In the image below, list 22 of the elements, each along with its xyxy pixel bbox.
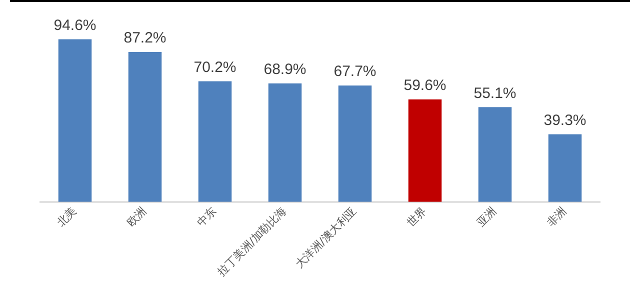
data-label: 55.1% [474,84,516,102]
bar [408,99,442,202]
data-label: 59.6% [404,77,446,94]
bar [478,107,512,202]
data-label: 68.9% [264,61,306,78]
bar [198,81,232,202]
bar [268,83,302,202]
x-tick-label: 亚洲 [474,204,500,230]
data-label: 87.2% [124,30,166,47]
x-tick-label: 世界 [404,204,430,230]
bar [548,134,582,202]
data-label: 39.3% [544,112,586,129]
x-tick-label: 大洋洲/澳大利亚 [292,204,360,271]
data-label: 94.6% [54,16,96,34]
data-label: 70.2% [194,58,236,76]
bar [338,86,372,202]
data-label: 67.7% [334,63,376,80]
x-tick-label: 欧洲 [124,204,150,230]
x-tick-label: 非洲 [544,204,570,230]
bar [128,52,162,202]
bar [58,39,92,202]
x-tick-label: 北美 [54,204,80,230]
